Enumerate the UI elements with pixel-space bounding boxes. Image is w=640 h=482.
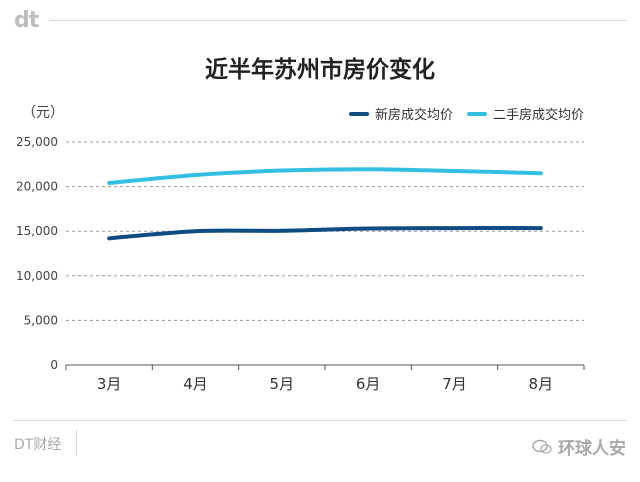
x-tick-label: 6月 bbox=[356, 375, 381, 393]
legend-item-resale: 二手房成交均价 bbox=[466, 104, 584, 123]
x-tick-label: 7月 bbox=[442, 375, 467, 393]
x-tick-label: 5月 bbox=[270, 375, 295, 393]
footer-separator bbox=[76, 430, 77, 456]
y-tick-label: 10,000 bbox=[16, 269, 58, 283]
legend-label-new: 新房成交均价 bbox=[374, 108, 453, 123]
y-tick-label: 0 bbox=[50, 358, 58, 372]
brand-logo: dt bbox=[14, 8, 39, 33]
y-tick-label: 25,000 bbox=[16, 135, 58, 149]
chat-bubble-icon bbox=[532, 439, 552, 454]
y-tick-label: 15,000 bbox=[16, 224, 58, 238]
y-axis-unit: （元） bbox=[22, 105, 64, 121]
legend: 新房成交均价 二手房成交均价 bbox=[348, 104, 584, 123]
bottom-divider bbox=[14, 420, 626, 421]
y-tick-label: 5,000 bbox=[24, 313, 58, 327]
top-divider bbox=[50, 20, 626, 21]
source-label: DT财经 bbox=[14, 437, 62, 453]
chart-title: 近半年苏州市房价变化 bbox=[205, 57, 435, 83]
y-tick-label: 20,000 bbox=[16, 180, 58, 194]
legend-swatch-new bbox=[348, 111, 369, 116]
series-line-new bbox=[107, 226, 543, 241]
line-chart: 0 5,000 10,000 15,000 20,000 25,000 3月 4月 5月 6月 7月… bbox=[16, 135, 585, 393]
legend-swatch-resale bbox=[466, 111, 487, 116]
x-tick-label: 8月 bbox=[529, 375, 554, 393]
x-tick-label: 3月 bbox=[97, 375, 122, 393]
watermark: 环球人安 bbox=[532, 434, 626, 459]
legend-label-resale: 二手房成交均价 bbox=[492, 108, 584, 123]
legend-item-new: 新房成交均价 bbox=[348, 104, 453, 123]
watermark-text: 环球人安 bbox=[558, 439, 626, 459]
series-line-resale bbox=[107, 167, 543, 186]
x-tick-label: 4月 bbox=[183, 375, 208, 393]
